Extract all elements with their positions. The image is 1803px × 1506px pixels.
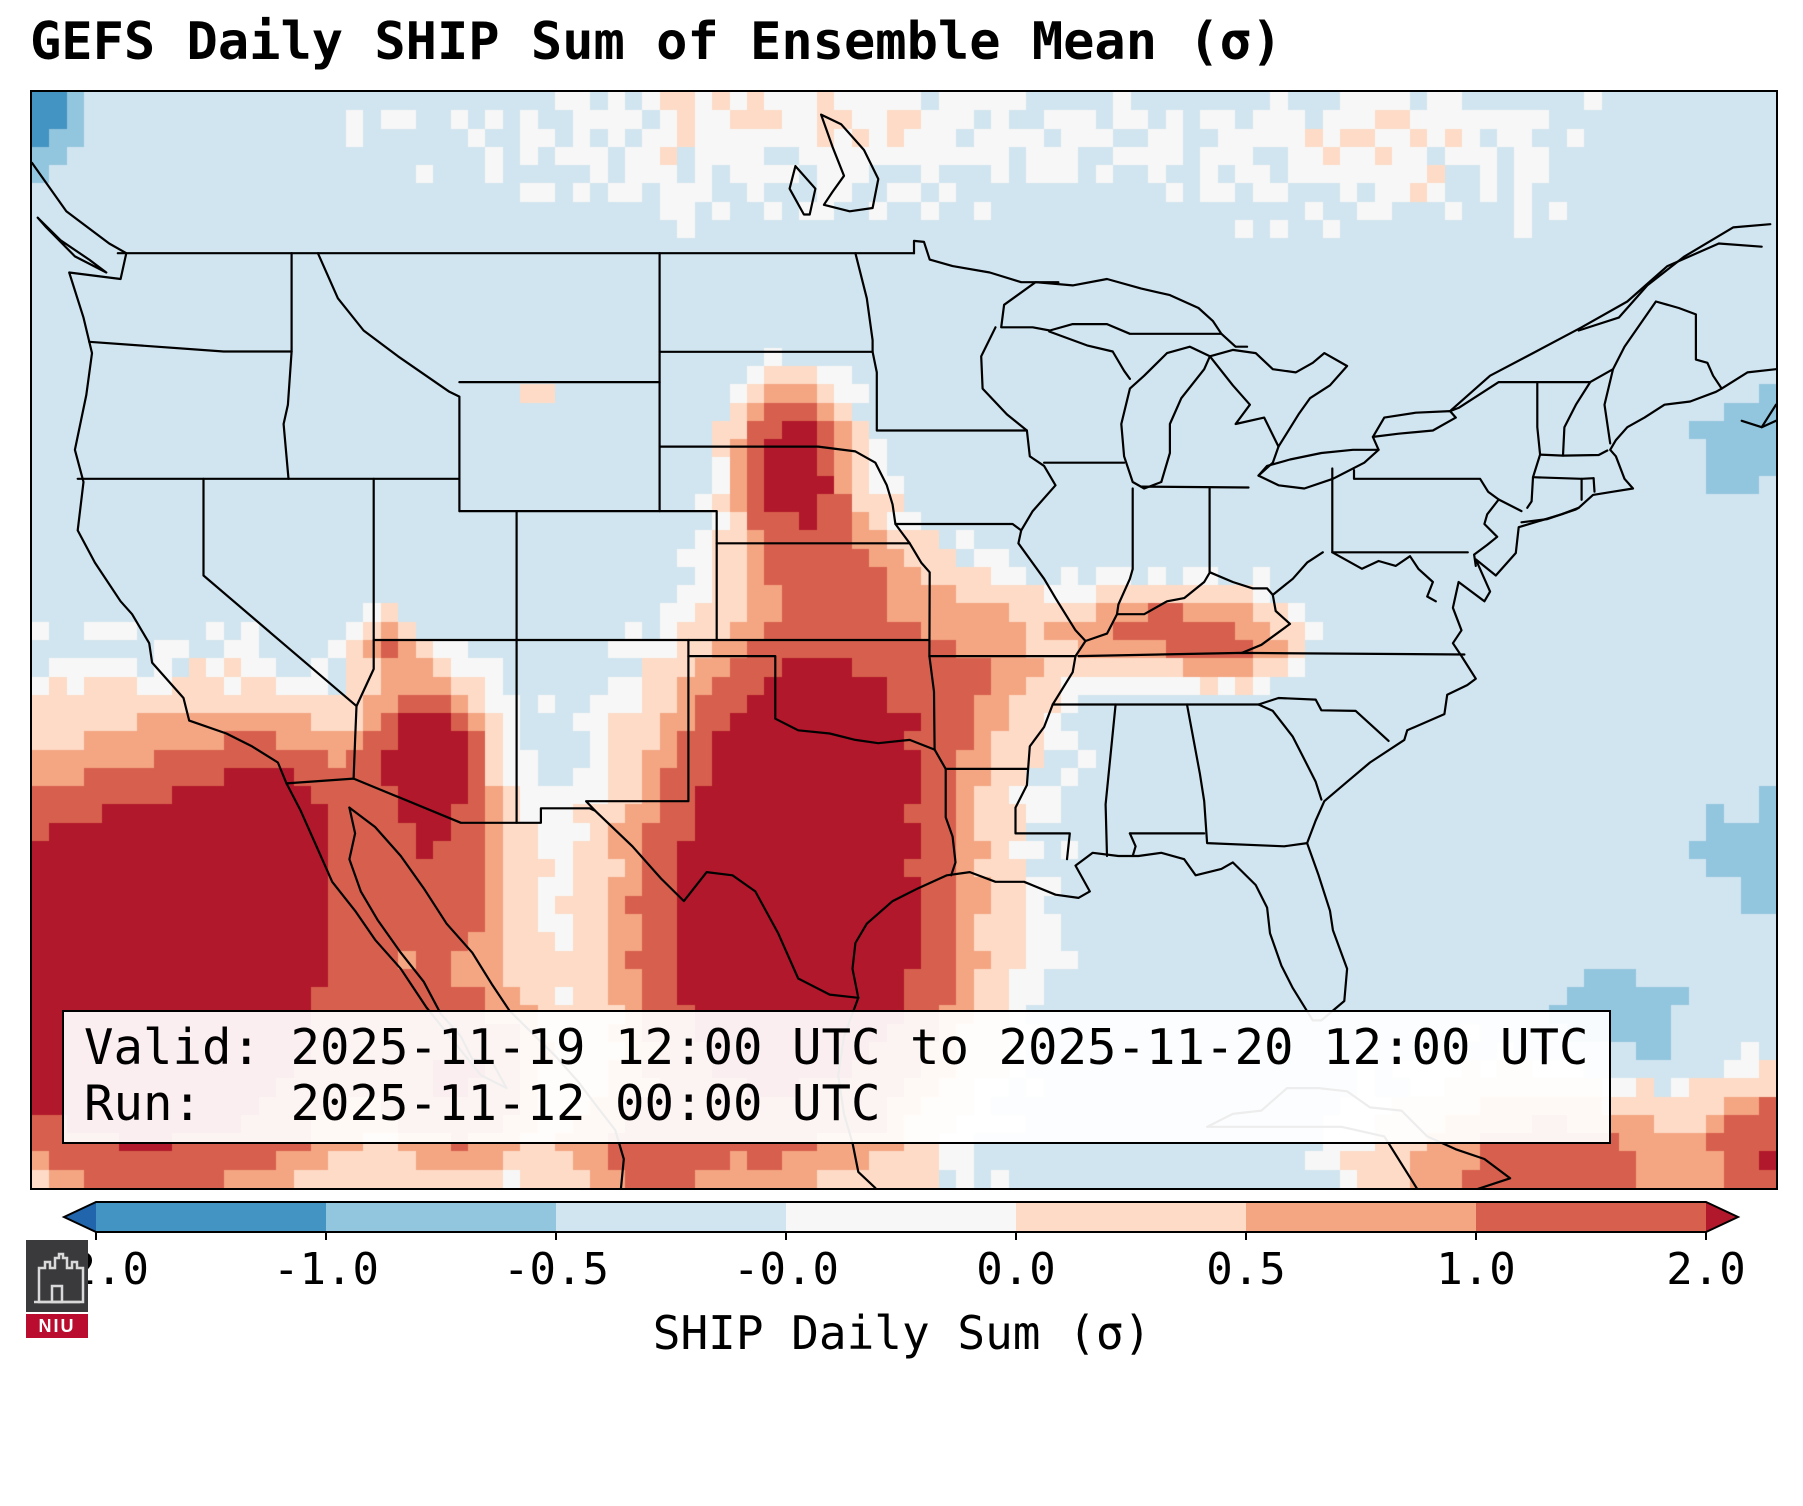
- boundary-line: [1531, 476, 1595, 480]
- boundary-line: [1449, 242, 1763, 413]
- boundary-line: [1371, 410, 1457, 438]
- boundary-line: [980, 326, 1087, 861]
- boundary-line: [458, 510, 718, 642]
- boundary-line: [1720, 368, 1776, 390]
- colorbar-tick-label: -1.0: [273, 1244, 379, 1295]
- boundary-line: [1048, 330, 1131, 380]
- boundary-line: [1220, 332, 1249, 348]
- boundary-line: [1140, 485, 1250, 489]
- boundary-line: [1371, 435, 1380, 451]
- boundary-line: [1497, 498, 1523, 513]
- boundary-line: [1120, 345, 1211, 490]
- colorbar: [61, 1201, 1741, 1240]
- castle-icon: [34, 1252, 85, 1304]
- colorbar-segment: [1476, 1202, 1706, 1232]
- colorbar-tick-label: 0.0: [976, 1244, 1056, 1295]
- colorbar-segment: [556, 1202, 786, 1232]
- boundary-line: [316, 252, 461, 513]
- boundary-line: [88, 340, 293, 353]
- map-boundaries: [32, 113, 1776, 1188]
- boundary-line: [1185, 703, 1309, 848]
- boundary-line: [1128, 832, 1137, 858]
- colorbar-tick-label: 2.0: [1666, 1244, 1746, 1295]
- boundary-line: [851, 300, 1723, 1022]
- boundary-line: [1257, 448, 1380, 490]
- colorbar-tick-label: 1.0: [1436, 1244, 1516, 1295]
- valid-time-text: Valid: 2025-11-19 12:00 UTC to 2025-11-2…: [84, 1019, 1589, 1077]
- boundary-line: [687, 655, 936, 751]
- boundary-line: [894, 522, 1023, 532]
- forecast-info-box: Valid: 2025-11-19 12:00 UTC to 2025-11-2…: [62, 1010, 1611, 1144]
- colorbar-segment: [1246, 1202, 1476, 1232]
- boundary-line: [1520, 506, 1580, 524]
- niu-banner: [26, 1314, 88, 1338]
- boundary-line: [1000, 277, 1223, 335]
- niu-logo-graphic: NIU: [26, 1240, 88, 1338]
- boundary-line: [1577, 223, 1772, 332]
- boundary-line: [36, 216, 108, 274]
- colorbar-segment: [1016, 1202, 1246, 1232]
- boundary-line: [1740, 419, 1776, 429]
- boundary-line: [1592, 477, 1596, 493]
- boundary-line: [1104, 703, 1117, 858]
- boundary-line: [32, 161, 288, 785]
- colorbar-tick-label: -0.0: [733, 1244, 839, 1295]
- colorbar-segment: [786, 1202, 1016, 1232]
- boundary-line: [1331, 551, 1437, 603]
- niu-logo: NIU: [24, 1238, 90, 1340]
- boundary-line: [1526, 381, 1542, 509]
- boundary-line: [585, 638, 690, 812]
- boundary-line: [1352, 469, 1500, 567]
- colorbar-segment: [64, 1202, 96, 1232]
- colorbar-segment: [1706, 1202, 1738, 1232]
- figure-title: GEFS Daily SHIP Sum of Ensemble Mean (σ): [30, 12, 1283, 72]
- niu-shield: [26, 1240, 88, 1312]
- boundary-line: [1208, 348, 1349, 448]
- boundary-line: [1331, 467, 1469, 554]
- boundary-line: [1539, 449, 1609, 457]
- colorbar-area: -2.0 -1.0 -0.5 -0.0 0.0 0.5 1.0 2.0 SHIP Daily …: [30, 1200, 1774, 1420]
- map-frame: Valid: 2025-11-19 12:00 UTC to 2025-11-2…: [30, 90, 1778, 1190]
- niu-wordmark: NIU: [39, 1316, 76, 1336]
- boundary-line: [658, 445, 957, 877]
- colorbar-segment: [326, 1202, 556, 1232]
- boundary-line: [282, 252, 293, 480]
- boundary-line: [1603, 368, 1615, 445]
- colorbar-tick-label: -0.5: [503, 1244, 609, 1295]
- boundary-line: [1077, 651, 1466, 658]
- boundary-line: [912, 239, 1060, 284]
- boundary-line: [1257, 703, 1323, 801]
- colorbar-label: SHIP Daily Sum (σ): [652, 1306, 1152, 1360]
- boundary-line: [355, 477, 375, 708]
- colorbar-tick-label: 0.5: [1206, 1244, 1286, 1295]
- run-time-text: Run: 2025-11-12 00:00 UTC: [84, 1075, 881, 1133]
- boundary-line: [285, 777, 860, 999]
- boundary-line: [1257, 696, 1390, 742]
- boundary-line: [1271, 551, 1324, 596]
- boundary-line: [1084, 487, 1134, 643]
- boundary-line: [1760, 403, 1776, 429]
- boundary-line: [820, 113, 880, 213]
- boundary-line: [788, 165, 817, 216]
- boundary-line: [1115, 571, 1292, 654]
- colorbar-segment: [96, 1202, 326, 1232]
- boundary-line: [1561, 381, 1592, 457]
- boundary-line: [854, 252, 1028, 432]
